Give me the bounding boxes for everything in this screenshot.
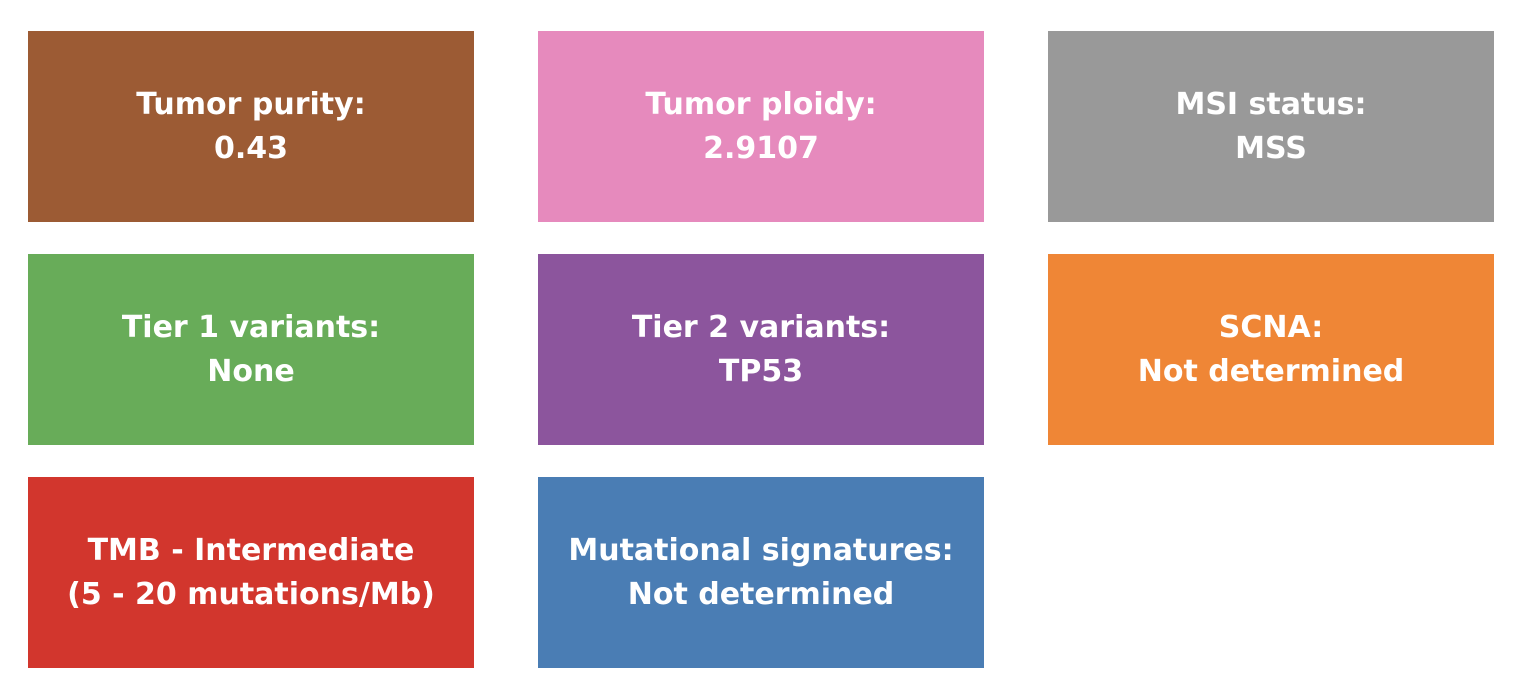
msi-status-value: MSS	[1235, 127, 1307, 171]
tumor-ploidy-label: Tumor ploidy:	[645, 83, 876, 127]
scna-value: Not determined	[1138, 350, 1405, 394]
scna-tile: SCNA: Not determined	[1048, 254, 1494, 445]
scna-label: SCNA:	[1219, 306, 1324, 350]
msi-status-tile: MSI status: MSS	[1048, 31, 1494, 222]
mutational-signatures-value: Not determined	[628, 573, 895, 617]
msi-status-label: MSI status:	[1175, 83, 1366, 127]
tumor-purity-value: 0.43	[214, 127, 288, 171]
tmb-label: TMB - Intermediate	[88, 529, 415, 573]
mutational-signatures-tile: Mutational signatures: Not determined	[538, 477, 984, 668]
tier1-variants-tile: Tier 1 variants: None	[28, 254, 474, 445]
tumor-purity-tile: Tumor purity: 0.43	[28, 31, 474, 222]
tumor-purity-label: Tumor purity:	[136, 83, 365, 127]
tier2-variants-tile: Tier 2 variants: TP53	[538, 254, 984, 445]
tumor-ploidy-tile: Tumor ploidy: 2.9107	[538, 31, 984, 222]
tier1-variants-value: None	[207, 350, 294, 394]
tumor-ploidy-value: 2.9107	[703, 127, 819, 171]
tier2-variants-label: Tier 2 variants:	[632, 306, 890, 350]
tier1-variants-label: Tier 1 variants:	[122, 306, 380, 350]
tmb-value: (5 - 20 mutations/Mb)	[67, 573, 435, 617]
tier2-variants-value: TP53	[719, 350, 803, 394]
mutational-signatures-label: Mutational signatures:	[568, 529, 953, 573]
tmb-tile: TMB - Intermediate (5 - 20 mutations/Mb)	[28, 477, 474, 668]
